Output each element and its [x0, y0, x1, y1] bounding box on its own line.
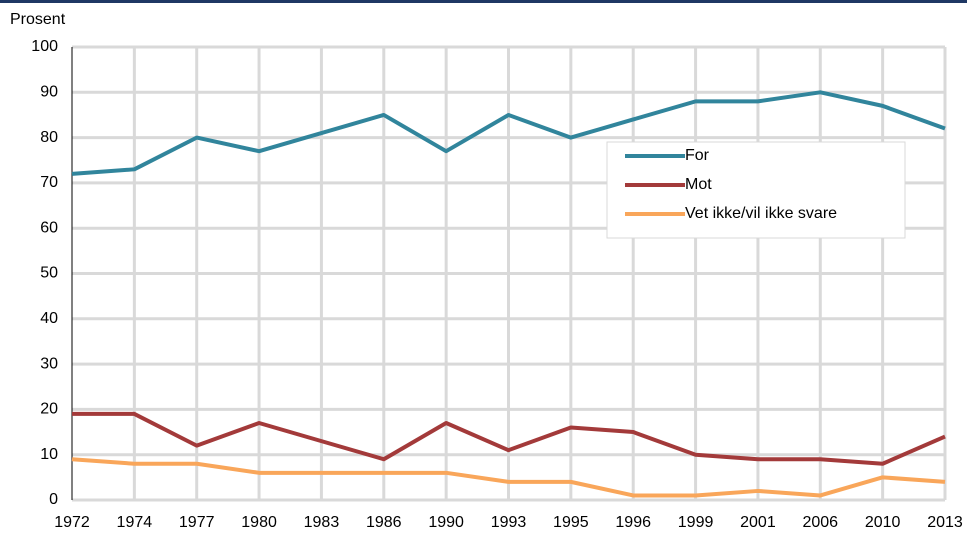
- series-line: [72, 411, 946, 466]
- x-tick-label: 2006: [802, 514, 838, 531]
- top-border: [0, 0, 967, 3]
- x-tick-label: 1986: [366, 514, 402, 531]
- y-tick-label: 20: [40, 401, 58, 418]
- series-line: [71, 457, 946, 498]
- y-tick-label: 60: [40, 219, 58, 236]
- y-tick-label: 50: [40, 265, 58, 282]
- y-tick-label: 30: [40, 355, 58, 372]
- y-tick-label: 70: [40, 174, 58, 191]
- y-tick-label: 80: [40, 129, 58, 146]
- y-tick-label: 0: [49, 491, 58, 508]
- x-tick-label: 1996: [615, 514, 651, 531]
- x-tick-label: 1995: [553, 514, 589, 531]
- legend-label: Mot: [685, 176, 712, 193]
- y-tick-label: 90: [40, 84, 58, 101]
- x-tick-label: 2010: [865, 514, 901, 531]
- x-tick-label: 1999: [678, 514, 714, 531]
- y-axis-label: Prosent: [10, 11, 66, 28]
- x-tick-label: 1980: [241, 514, 277, 531]
- series-line: [71, 90, 946, 176]
- x-tick-label: 2001: [740, 514, 776, 531]
- x-tick-label: 1972: [54, 514, 90, 531]
- legend-label: For: [685, 147, 710, 164]
- x-tick-label: 1977: [179, 514, 215, 531]
- x-tick-label: 1990: [428, 514, 464, 531]
- y-tick-label: 40: [40, 310, 58, 327]
- x-tick-label: 2013: [927, 514, 963, 531]
- x-tick-label: 1993: [491, 514, 527, 531]
- x-tick-label: 1974: [117, 514, 153, 531]
- y-tick-label: 100: [31, 38, 58, 55]
- x-tick-label: 1983: [304, 514, 340, 531]
- legend-label: Vet ikke/vil ikke svare: [685, 205, 837, 222]
- y-tick-label: 10: [40, 446, 58, 463]
